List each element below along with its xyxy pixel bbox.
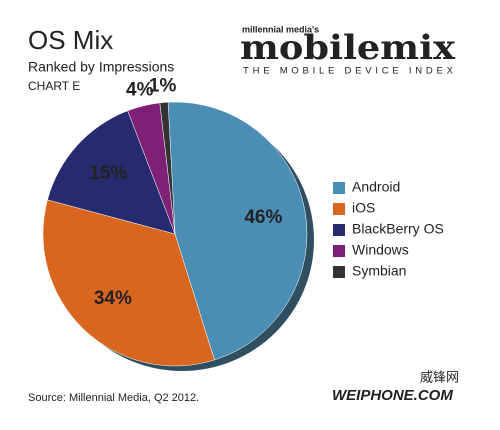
- legend-label: Windows: [352, 242, 409, 258]
- legend-label: BlackBerry OS: [352, 221, 444, 237]
- pie-slice: [42, 199, 215, 367]
- legend-swatch: [333, 203, 345, 215]
- value-label: 1%: [149, 76, 177, 97]
- pie-slice: [159, 101, 176, 235]
- legend-label: Android: [352, 179, 400, 195]
- value-label: 34%: [94, 288, 132, 309]
- pie: 46% 34% 15% 4%1%: [42, 76, 314, 371]
- chart-label: CHART E: [28, 79, 80, 93]
- legend-swatch: [333, 245, 345, 257]
- legend-swatch: [333, 224, 345, 236]
- watermark-latin: WEIPHONE.COM: [332, 387, 453, 404]
- pie-slice: [167, 101, 308, 361]
- legend-label: Symbian: [352, 263, 406, 279]
- legend: Android iOS BlackBerry OS Windows Symbian: [333, 179, 444, 279]
- value-label: 46%: [244, 207, 282, 228]
- source: Source: Millennial Media, Q2 2012.: [28, 392, 199, 404]
- legend-label: iOS: [352, 200, 375, 216]
- watermark-native: 威锋网: [420, 369, 459, 384]
- logo-owner: millennial media's: [242, 24, 319, 34]
- legend-swatch: [333, 182, 345, 194]
- pie-slice: [47, 110, 176, 235]
- legend-swatch: [333, 266, 345, 278]
- logo-tagline: THE MOBILE DEVICE INDEX: [243, 66, 454, 77]
- value-label: 4%: [126, 79, 154, 100]
- logo-name: mobilemix: [240, 28, 456, 68]
- chart-title: OS Mix: [28, 25, 113, 55]
- chart-subtitle: Ranked by Impressions: [28, 59, 174, 75]
- value-label: 15%: [89, 163, 127, 184]
